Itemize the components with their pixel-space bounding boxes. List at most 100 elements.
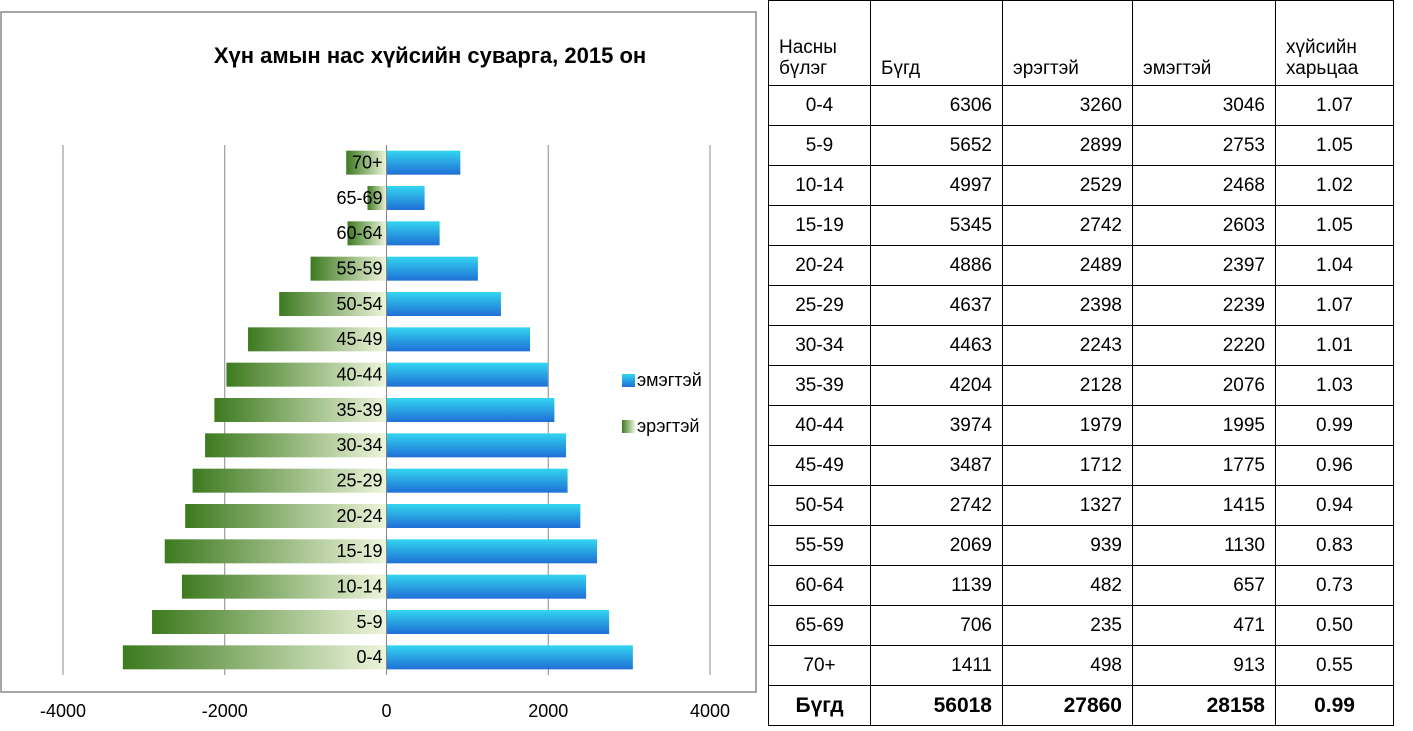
table-cell: 2899 (1002, 125, 1133, 166)
table-cell: 4637 (870, 285, 1003, 326)
table-cell: 4463 (870, 325, 1003, 366)
table-cell: 3260 (1002, 85, 1133, 126)
legend-swatch (622, 420, 635, 433)
bar (386, 150, 461, 175)
table-cell: 235 (1002, 605, 1133, 646)
table-cell: 0.83 (1275, 525, 1394, 566)
table-cell: 25-29 (768, 285, 871, 326)
y-tick-label: 15-19 (336, 541, 382, 561)
table-cell: Насны бүлэг (768, 0, 871, 86)
table-row: 35-39 4204 2128 2076 1.03 (768, 365, 1394, 406)
table-cell: 0.73 (1275, 565, 1394, 606)
table-cell: 1327 (1002, 485, 1133, 526)
table-cell: 5345 (870, 205, 1003, 246)
table-cell: 1.02 (1275, 165, 1394, 206)
table-cell: 0.96 (1275, 445, 1394, 486)
chart-border (0, 11, 757, 693)
bar (205, 433, 387, 458)
bar (310, 256, 387, 281)
y-tick-label: 70+ (352, 152, 383, 172)
bar (367, 186, 387, 210)
bar (386, 433, 567, 458)
table-cell: 2529 (1002, 165, 1133, 206)
table-cell: Бүгд (768, 685, 871, 726)
table-cell: 0.55 (1275, 645, 1394, 686)
bar (386, 539, 598, 564)
table-cell: 1.05 (1275, 205, 1394, 246)
table-cell: 5652 (870, 125, 1003, 166)
table-cell: 1.04 (1275, 245, 1394, 286)
table-cell: 35-39 (768, 365, 871, 406)
table-cell: 0.94 (1275, 485, 1394, 526)
y-tick-label: 20-24 (336, 506, 382, 526)
table-cell: 2069 (870, 525, 1003, 566)
table-cell: 1411 (870, 645, 1003, 686)
table-row: 30-34 4463 2243 2220 1.01 (768, 325, 1394, 366)
bar (346, 150, 387, 175)
table-cell: 0.99 (1275, 685, 1394, 726)
bar (386, 468, 568, 493)
table-cell: 706 (870, 605, 1003, 646)
bar (181, 574, 387, 599)
data-table: Насны бүлэг Бүгд эрэгтэй эмэгтэй хүйсийн хар… (768, 0, 1394, 726)
bar (279, 292, 387, 316)
bar (386, 186, 425, 210)
table-cell: 1.03 (1275, 365, 1394, 406)
table-cell: 1979 (1002, 405, 1133, 446)
table-cell: 482 (1002, 565, 1133, 606)
table-cell: 1995 (1132, 405, 1276, 446)
table-cell: 2468 (1132, 165, 1276, 206)
table-cell: 1415 (1132, 485, 1276, 526)
x-tick-label: 4000 (690, 701, 730, 721)
table-cell: 4997 (870, 165, 1003, 206)
table-cell: 2397 (1132, 245, 1276, 286)
table-cell: 0-4 (768, 85, 871, 126)
table-cell: 3974 (870, 405, 1003, 446)
table-cell: эрэгтэй (1002, 0, 1133, 86)
bar (214, 398, 387, 422)
x-tick-label: 2000 (528, 701, 568, 721)
legend-label: эрэгтэй (637, 416, 699, 436)
table-cell: 471 (1132, 605, 1276, 646)
table-cell: 2753 (1132, 125, 1276, 166)
table-cell: 40-44 (768, 405, 871, 446)
bar (386, 221, 440, 246)
y-tick-label: 40-44 (336, 364, 382, 384)
table-row: 65-69 706 235 471 0.50 (768, 605, 1394, 646)
table-cell: 2243 (1002, 325, 1133, 366)
table-cell: 1.07 (1275, 285, 1394, 326)
y-tick-label: 30-34 (336, 435, 382, 455)
table-cell: 30-34 (768, 325, 871, 366)
table-row: 55-59 2069 939 1130 0.83 (768, 525, 1394, 566)
table-cell: эмэгтэй (1132, 0, 1276, 86)
table-cell: 939 (1002, 525, 1133, 566)
bar (386, 574, 587, 599)
bar (386, 504, 581, 528)
bar (192, 468, 387, 493)
bar (226, 362, 387, 387)
y-tick-label: 5-9 (356, 612, 382, 632)
y-tick-label: 45-49 (336, 329, 382, 349)
table-row: 60-64 1139 482 657 0.73 (768, 565, 1394, 606)
bar (386, 398, 555, 422)
bar (386, 610, 610, 634)
table-cell: 2076 (1132, 365, 1276, 406)
y-tick-label: 0-4 (356, 647, 382, 667)
table-cell: 1.05 (1275, 125, 1394, 166)
table-cell: 55-59 (768, 525, 871, 566)
bar (386, 645, 633, 670)
bar (185, 504, 387, 528)
bar (386, 292, 501, 316)
table-cell: 5-9 (768, 125, 871, 166)
table-cell: 65-69 (768, 605, 871, 646)
table-cell: 2220 (1132, 325, 1276, 366)
table-cell: 1139 (870, 565, 1003, 606)
table-row: Насны бүлэг Бүгд эрэгтэй эмэгтэй хүйсийн хар… (768, 0, 1394, 86)
bar (386, 362, 548, 387)
table-cell: 20-24 (768, 245, 871, 286)
table-row: 10-14 4997 2529 2468 1.02 (768, 165, 1394, 206)
table-cell: 0.99 (1275, 405, 1394, 446)
chart-title: Хүн амын нас хүйсийн суварга, 2015 он (214, 43, 646, 68)
table-cell: 2398 (1002, 285, 1133, 326)
table-row: 20-24 4886 2489 2397 1.04 (768, 245, 1394, 286)
